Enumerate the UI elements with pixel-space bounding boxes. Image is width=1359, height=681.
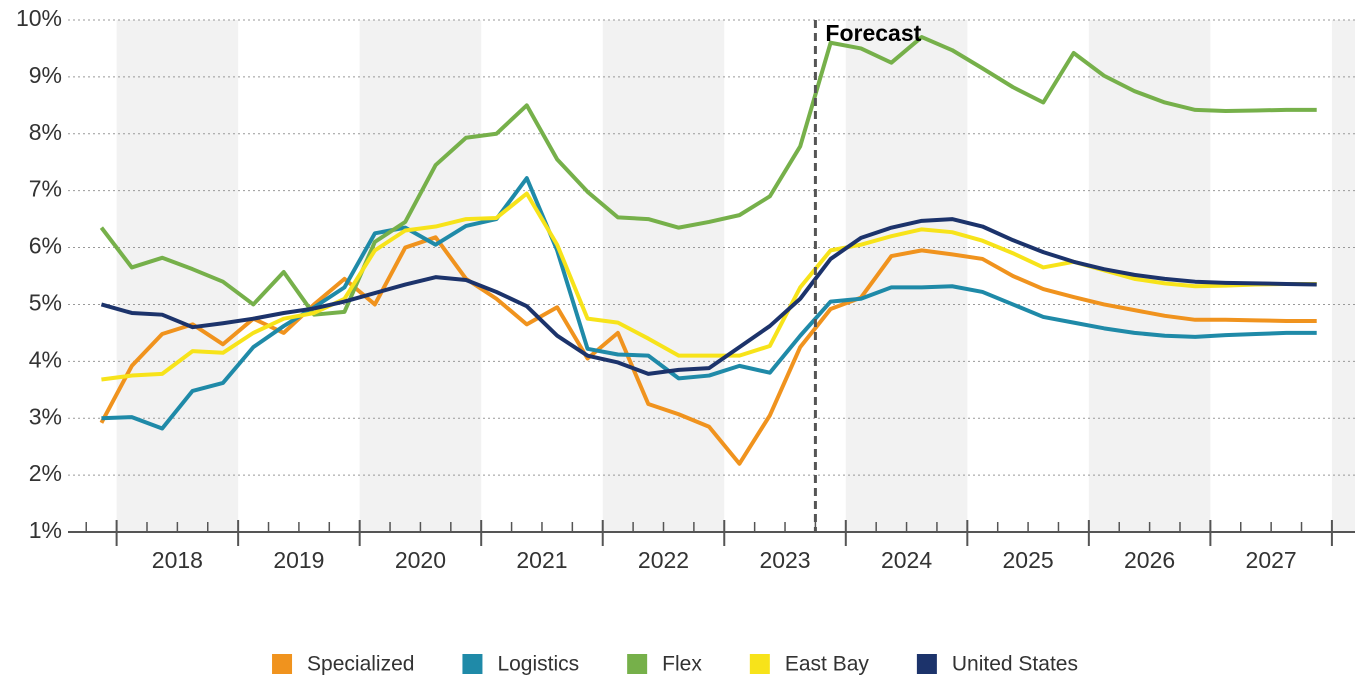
series-line (101, 191, 1317, 382)
x-tick-label: 2021 (516, 547, 567, 573)
legend-item: East Bay (749, 653, 870, 676)
x-tick-label: 2020 (395, 547, 446, 573)
y-tick-label: 10% (16, 5, 62, 31)
legend-label: East Bay (785, 653, 870, 676)
year-band (116, 20, 239, 532)
legend-item: Specialized (272, 653, 414, 676)
legend-swatch (749, 654, 770, 674)
legend-item: United States (916, 653, 1078, 676)
year-band (845, 20, 968, 532)
legend-swatch (627, 654, 648, 674)
x-tick-label: 2018 (152, 547, 203, 573)
x-tick-label: 2019 (273, 547, 324, 573)
legend-label: Specialized (307, 653, 414, 676)
year-band (602, 20, 725, 532)
legend-item: Logistics (462, 653, 579, 676)
y-tick-label: 1% (29, 517, 62, 543)
x-tick-label: 2025 (1002, 547, 1053, 573)
forecast-label: Forecast (825, 20, 921, 46)
y-tick-label: 5% (29, 290, 62, 316)
year-band (1331, 20, 1355, 532)
y-tick-label: 4% (29, 346, 62, 372)
x-tick-label: 2022 (638, 547, 689, 573)
series-line (100, 217, 1317, 376)
legend-swatch (916, 654, 937, 674)
legend-swatch (272, 654, 293, 674)
year-band (359, 20, 482, 532)
y-tick-label: 3% (29, 403, 62, 429)
x-tick-label: 2024 (881, 547, 932, 573)
x-tick-label: 2026 (1124, 547, 1175, 573)
x-tick-label: 2023 (759, 547, 810, 573)
y-tick-label: 2% (29, 460, 62, 486)
year-bands (116, 20, 1355, 532)
y-tick-label: 7% (29, 176, 62, 202)
legend-item: Flex (627, 653, 702, 676)
y-tick-label: 6% (29, 233, 62, 259)
legend-label: Logistics (497, 653, 579, 676)
legend-label: United States (952, 653, 1078, 676)
y-tick-label: 8% (29, 119, 62, 145)
y-tick-label: 9% (29, 62, 62, 88)
series-line (99, 35, 1317, 317)
legend-swatch (462, 654, 483, 674)
legend-label: Flex (662, 653, 702, 676)
x-tick-label: 2027 (1246, 547, 1297, 573)
